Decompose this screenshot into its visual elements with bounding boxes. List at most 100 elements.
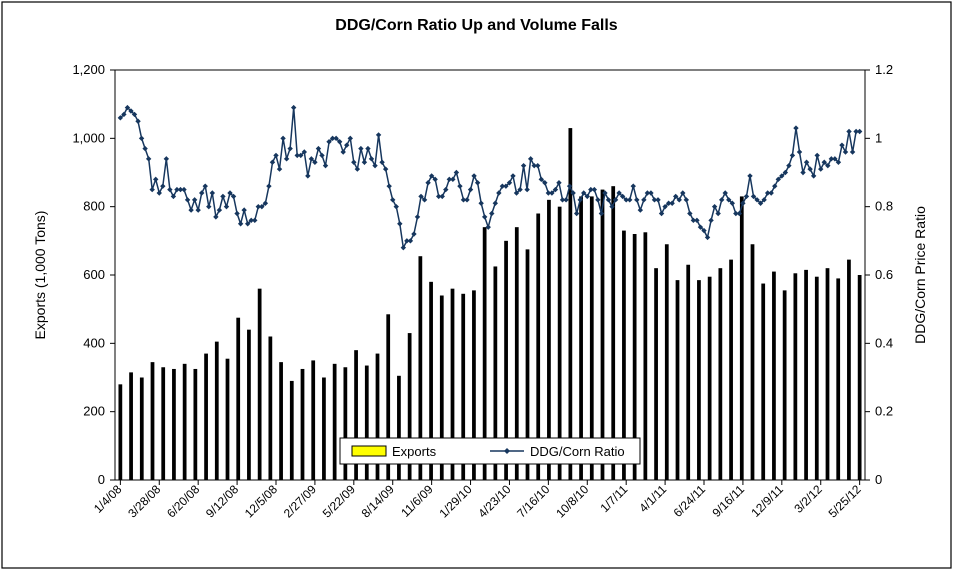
outer-border xyxy=(2,2,951,568)
ratio-marker xyxy=(143,147,147,151)
ratio-marker xyxy=(242,208,246,212)
ratio-marker xyxy=(709,218,713,222)
export-bar xyxy=(665,244,669,480)
ratio-marker xyxy=(366,147,370,151)
export-bar xyxy=(836,278,840,480)
ratio-marker xyxy=(186,198,190,202)
xtick-label: 1/7/11 xyxy=(597,482,630,515)
ytick-left-label: 800 xyxy=(83,199,105,214)
export-bar xyxy=(740,196,744,480)
ratio-marker xyxy=(635,198,639,202)
export-bar xyxy=(815,277,819,480)
export-bar xyxy=(290,381,294,480)
export-bar xyxy=(311,360,315,480)
export-bar xyxy=(676,280,680,480)
export-bar xyxy=(783,290,787,480)
export-bar xyxy=(654,268,658,480)
export-bar xyxy=(718,268,722,480)
ratio-marker xyxy=(858,130,862,134)
export-bar xyxy=(129,372,133,480)
export-bar xyxy=(751,244,755,480)
right-axis-label: DDG/Corn Price Ratio xyxy=(912,206,928,344)
ratio-marker xyxy=(575,212,579,216)
ratio-marker xyxy=(592,188,596,192)
ratio-marker xyxy=(359,147,363,151)
xtick-label: 11/6/09 xyxy=(398,482,436,520)
export-bar xyxy=(258,289,262,480)
ratio-marker xyxy=(631,184,635,188)
ratio-marker xyxy=(794,126,798,130)
ratio-marker xyxy=(815,153,819,157)
export-bar xyxy=(247,330,251,480)
legend-label-exports: Exports xyxy=(392,444,437,459)
ratio-marker xyxy=(224,205,228,209)
ytick-left-label: 0 xyxy=(98,472,105,487)
export-bar xyxy=(590,196,594,480)
ytick-left-label: 1,200 xyxy=(72,62,105,77)
export-bar xyxy=(826,268,830,480)
export-bar xyxy=(151,362,155,480)
ratio-marker xyxy=(210,191,214,195)
ratio-marker xyxy=(847,130,851,134)
ratio-marker xyxy=(656,198,660,202)
export-bar xyxy=(579,196,583,480)
ratio-marker xyxy=(147,157,151,161)
ytick-right-label: 1 xyxy=(875,130,882,145)
ratio-marker xyxy=(164,157,168,161)
ratio-marker xyxy=(798,150,802,154)
bars-group xyxy=(118,128,861,480)
xtick-label: 9/16/11 xyxy=(709,482,747,520)
ratio-marker xyxy=(493,201,497,205)
ratio-marker xyxy=(483,215,487,219)
ratio-marker xyxy=(638,208,642,212)
ratio-marker xyxy=(285,157,289,161)
export-bar xyxy=(172,369,176,480)
ytick-right-label: 0.2 xyxy=(875,404,893,419)
xtick-label: 6/24/11 xyxy=(671,482,709,520)
export-bar xyxy=(333,364,337,480)
ratio-marker xyxy=(465,198,469,202)
export-bar xyxy=(301,369,305,480)
ratio-marker xyxy=(182,188,186,192)
ratio-marker xyxy=(377,133,381,137)
ratio-marker xyxy=(790,153,794,157)
export-bar xyxy=(226,359,230,480)
ratio-marker xyxy=(221,194,225,198)
ratio-marker xyxy=(415,215,419,219)
ratio-marker xyxy=(196,208,200,212)
xtick-label: 5/25/12 xyxy=(826,482,864,520)
ratio-marker xyxy=(387,184,391,188)
export-bar xyxy=(686,265,690,480)
ratio-marker xyxy=(292,106,296,110)
ratio-marker xyxy=(278,167,282,171)
xtick-label: 3/2/12 xyxy=(791,482,825,516)
ratio-marker xyxy=(235,212,239,216)
ratio-marker xyxy=(154,177,158,181)
ratio-marker xyxy=(801,171,805,175)
export-bar xyxy=(204,354,208,480)
xtick-label: 9/12/08 xyxy=(203,482,241,520)
export-bar xyxy=(697,280,701,480)
chart-container: DDG/Corn Ratio Up and Volume Falls020040… xyxy=(0,0,953,570)
ratio-marker xyxy=(239,222,243,226)
ratio-marker xyxy=(281,136,285,140)
export-bar xyxy=(804,270,808,480)
ytick-left-label: 200 xyxy=(83,404,105,419)
ratio-line-group xyxy=(118,106,861,250)
chart-svg: DDG/Corn Ratio Up and Volume Falls020040… xyxy=(0,0,953,570)
export-bar xyxy=(772,272,776,480)
ratio-marker xyxy=(150,188,154,192)
ratio-marker xyxy=(490,212,494,216)
ratio-marker xyxy=(253,218,257,222)
xtick-label: 6/20/08 xyxy=(164,482,202,520)
export-bar xyxy=(236,318,240,480)
ratio-marker xyxy=(522,164,526,168)
ratio-marker xyxy=(479,201,483,205)
ratio-marker xyxy=(306,174,310,178)
ytick-right-label: 0.4 xyxy=(875,335,893,350)
xtick-label: 12/9/11 xyxy=(748,482,786,520)
chart-title: DDG/Corn Ratio Up and Volume Falls xyxy=(335,17,617,34)
xtick-label: 4/23/10 xyxy=(475,482,513,520)
ratio-marker xyxy=(288,147,292,151)
export-bar xyxy=(183,364,187,480)
